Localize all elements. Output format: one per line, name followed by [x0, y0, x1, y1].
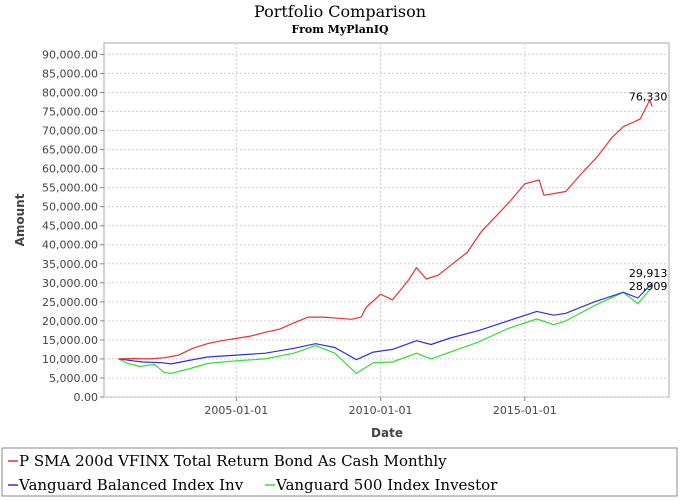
y-tick-label: 90,000.00 — [42, 48, 98, 61]
series-end-label: 76,330 — [629, 90, 668, 103]
grid-lines — [104, 43, 669, 398]
series-lines — [118, 99, 653, 374]
legend: P SMA 200d VFINX Total Return Bond As Ca… — [8, 452, 498, 494]
chart-subtitle: From MyPlanIQ — [291, 23, 389, 36]
series-line — [118, 286, 653, 374]
y-tick-label: 10,000.00 — [42, 353, 98, 366]
series-line — [118, 99, 653, 360]
legend-label: Vanguard 500 Index Investor — [275, 476, 498, 494]
series-end-label: 29,913 — [629, 267, 668, 280]
y-tick-label: 85,000.00 — [42, 67, 98, 80]
y-tick-label: 40,000.00 — [42, 239, 98, 252]
y-tick-label: 15,000.00 — [42, 334, 98, 347]
series-end-label: 28,909 — [629, 280, 668, 293]
y-tick-label: 45,000.00 — [42, 220, 98, 233]
legend-label: Vanguard Balanced Index Inv — [18, 476, 244, 494]
y-tick-label: 75,000.00 — [42, 106, 98, 119]
chart-title: Portfolio Comparison — [254, 2, 426, 21]
y-tick-label: 20,000.00 — [42, 315, 98, 328]
plot-area — [103, 42, 670, 398]
x-tick-label: 2010-01-01 — [349, 404, 413, 417]
x-tick-label: 2015-01-01 — [493, 404, 557, 417]
y-tick-label: 65,000.00 — [42, 144, 98, 157]
series-line — [118, 282, 653, 365]
y-tick-label: 80,000.00 — [42, 86, 98, 99]
y-tick-label: 55,000.00 — [42, 182, 98, 195]
y-tick-label: 0.00 — [74, 391, 99, 404]
legend-box — [1, 447, 678, 497]
y-tick-label: 70,000.00 — [42, 125, 98, 138]
y-tick-label: 50,000.00 — [42, 201, 98, 214]
y-tick-label: 60,000.00 — [42, 163, 98, 176]
x-tick-label: 2005-01-01 — [204, 404, 268, 417]
y-tick-label: 30,000.00 — [42, 277, 98, 290]
y-tick-label: 35,000.00 — [42, 258, 98, 271]
legend-label: P SMA 200d VFINX Total Return Bond As Ca… — [19, 452, 447, 470]
y-tick-label: 5,000.00 — [49, 372, 98, 385]
x-axis: 2005-01-01 2010-01-01 2015-01-01 — [204, 397, 557, 417]
y-axis-title: Amount — [13, 193, 27, 246]
y-axis: 0.00 5,000.00 10,000.00 15,000.00 20,000.00 2… — [42, 48, 104, 404]
y-tick-label: 25,000.00 — [42, 296, 98, 309]
x-axis-title: Date — [371, 426, 403, 440]
